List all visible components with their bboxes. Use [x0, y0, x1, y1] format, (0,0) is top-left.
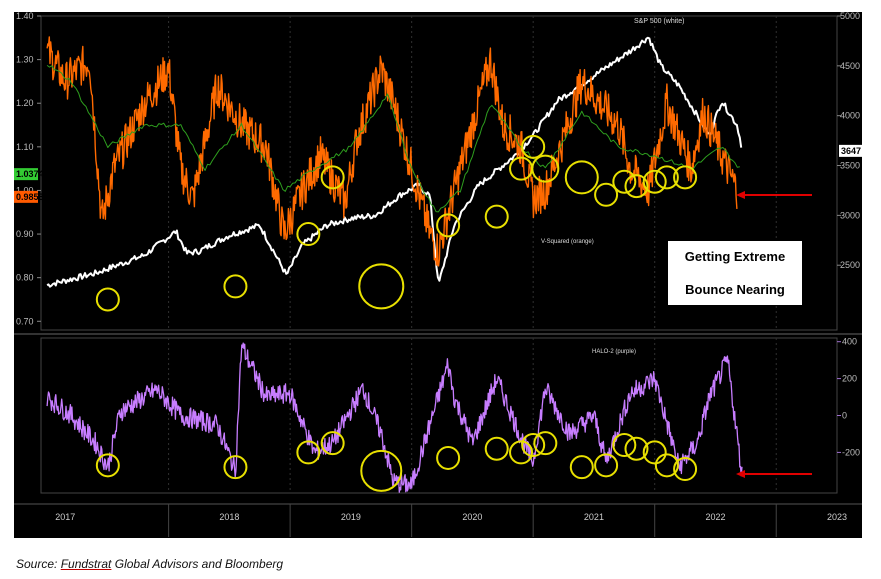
last-value-tag	[14, 168, 38, 181]
lower-circle-marker	[612, 433, 637, 458]
vsquared-label: V-Squared (orange)	[541, 239, 594, 245]
lower-circle-marker	[533, 431, 558, 456]
upper-circle-marker	[673, 165, 698, 190]
upper-circle-marker	[612, 169, 637, 194]
upper-circle-marker	[358, 263, 405, 310]
upper-circle-marker	[436, 213, 461, 238]
upper-circle-marker	[223, 274, 248, 299]
source-prefix: Source:	[16, 557, 61, 571]
x-axis-tick-label: 2022	[705, 512, 725, 522]
left-axis-tick-label: 1.40	[16, 12, 34, 21]
lower-circle-marker	[95, 453, 120, 478]
halo2-label: HALO-2 (purple)	[592, 349, 636, 355]
right-axis-tick-label: 3000	[840, 210, 860, 220]
left-axis-tick-label: 1.30	[16, 55, 34, 65]
halo-axis-tick-label: 0	[842, 411, 847, 421]
right-axis-tick-label: 3500	[840, 161, 860, 171]
lower-circle-marker	[360, 449, 403, 492]
source-rest: Global Advisors and Bloomberg	[111, 557, 284, 571]
left-axis-tick-label: 0.90	[16, 229, 34, 239]
upper-circle-marker	[594, 182, 619, 207]
lower-circle-marker	[484, 436, 509, 461]
right-axis-tick-label: 4500	[840, 61, 860, 71]
halo-axis-tick-label: -200	[842, 447, 860, 457]
halo-axis-tick-label: 400	[842, 337, 857, 347]
right-axis-tick-label: 2500	[840, 260, 860, 270]
last-value-tag-label: 1.0374	[16, 169, 44, 179]
upper-circle-marker	[624, 174, 649, 199]
upper-panel-frame	[40, 15, 838, 331]
x-axis-tick-label: 2018	[219, 512, 239, 522]
last-value-tag-label: 3647	[841, 146, 861, 156]
lower-circle-marker	[594, 453, 619, 478]
lower-circle-marker	[642, 440, 667, 465]
halo-axis-tick-label: 200	[842, 374, 857, 384]
annotation-box: Getting Extreme Bounce Nearing	[668, 241, 802, 305]
x-axis-tick-label: 2019	[341, 512, 361, 522]
x-axis-tick-label: 2021	[584, 512, 604, 522]
sp500-label: S&P 500 (white)	[634, 18, 684, 25]
lower-circle-marker	[296, 440, 321, 465]
left-axis-tick-label: 1.20	[16, 98, 34, 108]
upper-circle-marker	[95, 287, 120, 312]
left-axis-tick-label: 1.00	[16, 185, 34, 195]
upper-circle-marker	[642, 169, 667, 194]
lower-circle-marker	[223, 455, 248, 480]
upper-circle-marker	[296, 222, 321, 247]
source-underlined: Fundstrat	[60, 557, 112, 571]
source-note: Source: Fundstrat Global Advisors and Bl…	[16, 557, 283, 571]
lower-circle-marker	[320, 431, 345, 456]
right-axis-tick-label: 4000	[840, 111, 860, 121]
last-value-tag	[14, 190, 38, 203]
upper-circle-marker	[531, 154, 560, 183]
x-axis-tick-label: 2017	[55, 512, 75, 522]
left-axis-tick-label: 1.10	[16, 142, 34, 152]
left-axis-tick-label: 0.70	[16, 316, 34, 326]
lower-circle-marker	[509, 440, 534, 465]
upper-circle-marker	[484, 204, 509, 229]
lower-circle-marker	[436, 445, 461, 470]
upper-arrow-head	[736, 191, 745, 199]
lower-circle-marker	[569, 455, 594, 480]
last-value-tag-label: 0.9853	[16, 192, 44, 202]
lower-circle-marker	[673, 457, 698, 482]
green-line	[46, 64, 740, 213]
upper-circle-marker	[564, 160, 599, 195]
x-axis-tick-label: 2020	[462, 512, 482, 522]
last-value-tag	[839, 144, 862, 157]
annotation-line-1: Getting Extreme	[684, 249, 786, 264]
upper-circle-marker	[521, 134, 546, 159]
left-axis-tick-label: 0.80	[16, 273, 34, 283]
right-axis-tick-label: 5000	[840, 12, 860, 21]
chart-svg: 1.40 1.30 1.20 1.10 1.00 0.90 0.80 0.70 5000 4500…	[14, 11, 862, 537]
sp500-line	[46, 36, 743, 288]
upper-circle-marker	[320, 165, 345, 190]
lower-circle-marker	[654, 453, 679, 478]
upper-circle-marker	[654, 165, 679, 190]
halo2-line	[46, 342, 743, 493]
x-axis-tick-label: 2023	[827, 512, 847, 522]
vsquared-line	[46, 36, 738, 267]
lower-arrow-head	[736, 470, 745, 478]
lower-circle-marker	[521, 433, 546, 458]
lower-panel-frame	[40, 337, 838, 494]
lower-circle-marker	[624, 436, 649, 461]
annotation-line-2: Bounce Nearing	[685, 282, 785, 297]
